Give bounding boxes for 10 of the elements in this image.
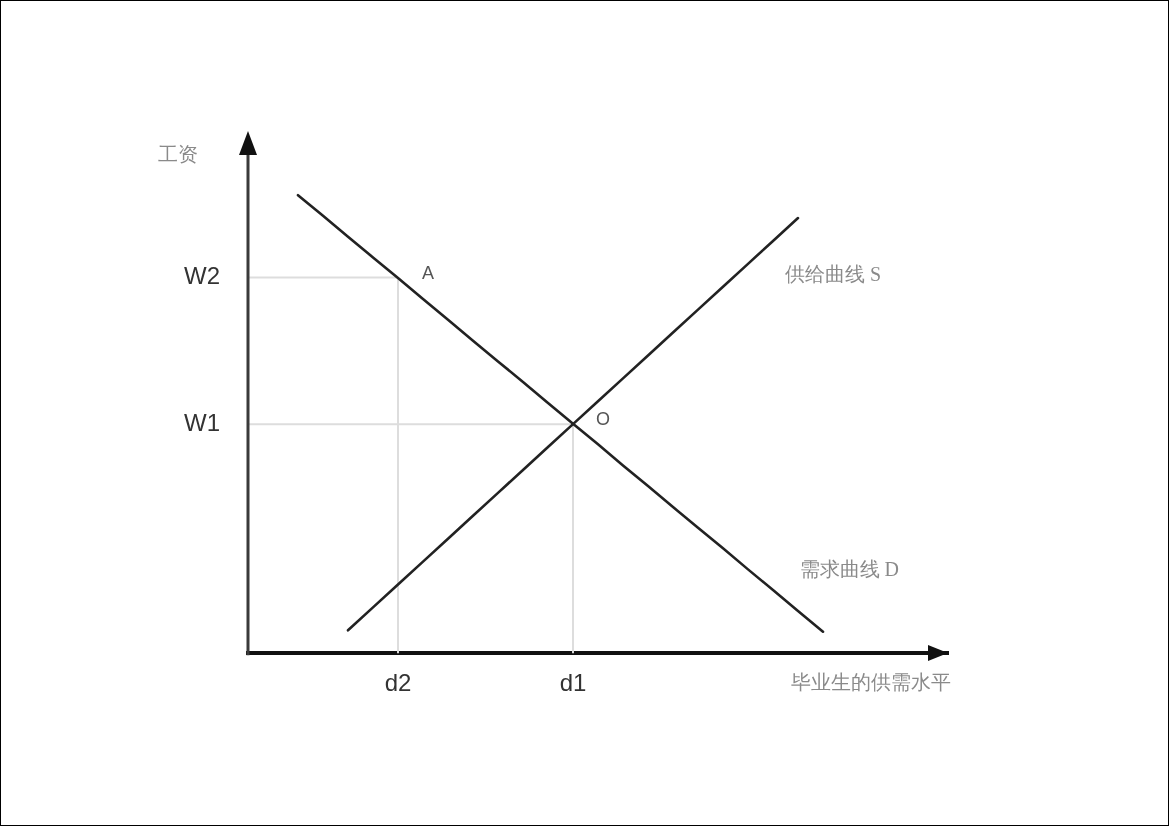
x-axis-title: 毕业生的供需水平 (791, 671, 951, 694)
x-tick-label: d1 (559, 669, 587, 697)
x-tick-label: d2 (384, 669, 412, 697)
annotation: A (421, 262, 435, 283)
series-label: 需求曲线 D (799, 557, 899, 580)
ref-line-label: W2 (184, 262, 220, 290)
series-label: 供给曲线 S (785, 263, 882, 285)
annotation: O (595, 409, 611, 430)
y-axis-title: 工资 (158, 143, 198, 166)
ref-line-label: W1 (184, 408, 220, 436)
